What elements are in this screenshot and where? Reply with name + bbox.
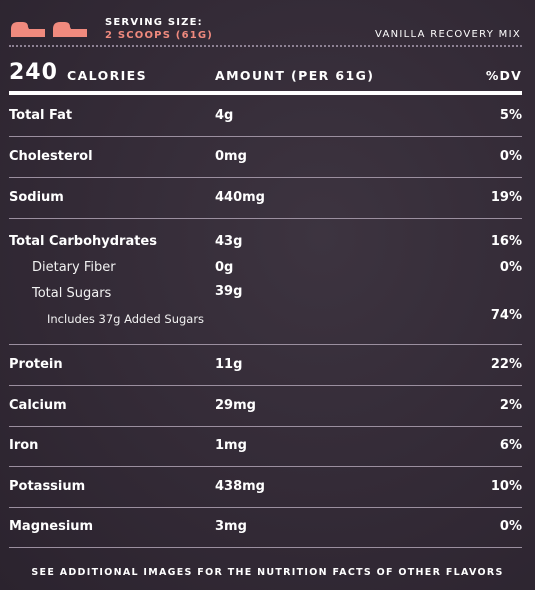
- nutrient-row-magnesium: Magnesium 3mg 0%: [9, 519, 522, 539]
- nutrient-amount: 11g: [215, 357, 243, 372]
- nutrient-row-added-sugars: Includes 37g Added Sugars 74%: [9, 308, 522, 332]
- row-divider: [9, 344, 522, 345]
- nutrient-name: Dietary Fiber: [32, 260, 116, 275]
- nutrient-row-sodium: Sodium 440mg 19%: [9, 190, 522, 210]
- nutrient-dv: 22%: [490, 357, 522, 372]
- row-divider: [9, 177, 522, 178]
- product-name: VANILLA RECOVERY MIX: [375, 29, 521, 40]
- row-divider: [9, 385, 522, 386]
- row-divider: [9, 426, 522, 427]
- scoop-icon: [10, 16, 46, 38]
- dv-header: %DV: [485, 68, 522, 83]
- nutrient-dv: 2%: [499, 398, 522, 413]
- scoop-icon: [52, 16, 88, 38]
- nutrient-name: Magnesium: [9, 519, 94, 534]
- nutrient-dv: 5%: [499, 108, 522, 123]
- nutrient-name: Total Fat: [9, 108, 73, 123]
- nutrient-amount: 29mg: [215, 398, 256, 413]
- nutrient-dv: 0%: [499, 149, 522, 164]
- nutrient-dv: 0%: [499, 260, 522, 275]
- nutrient-amount: 3mg: [215, 519, 247, 534]
- nutrient-dv: 19%: [490, 190, 522, 205]
- nutrient-dv: 0%: [499, 519, 522, 534]
- dotted-divider: [9, 45, 522, 47]
- row-divider: [9, 547, 522, 548]
- nutrient-name: Cholesterol: [9, 149, 93, 164]
- nutrient-name: Total Carbohydrates: [9, 234, 157, 249]
- nutrient-dv: 10%: [490, 479, 522, 494]
- nutrient-row-total-carbohydrates: Total Carbohydrates 43g 16%: [9, 234, 522, 254]
- nutrient-dv: 6%: [499, 438, 522, 453]
- serving-header: SERVING SIZE: 2 SCOOPS (61G) VANILLA REC…: [0, 0, 535, 48]
- nutrient-amount: 440mg: [215, 190, 265, 205]
- nutrient-amount: 39g: [215, 284, 243, 299]
- nutrient-amount: 4g: [215, 108, 234, 123]
- serving-size: SERVING SIZE: 2 SCOOPS (61G): [105, 16, 213, 42]
- row-divider: [9, 218, 522, 219]
- row-divider: [9, 507, 522, 508]
- calories-value: 240: [9, 60, 58, 85]
- thick-divider: [9, 91, 522, 95]
- calories-row: 240 CALORIES AMOUNT (PER 61G) %DV: [9, 58, 522, 92]
- nutrient-row-iron: Iron 1mg 6%: [9, 438, 522, 458]
- nutrient-name: Total Sugars: [32, 286, 112, 301]
- footer-note: SEE ADDITIONAL IMAGES FOR THE NUTRITION …: [31, 567, 504, 578]
- nutrient-name: Iron: [9, 438, 39, 453]
- serving-size-value: 2 SCOOPS (61G): [105, 30, 214, 41]
- amount-header: AMOUNT (PER 61G): [215, 68, 375, 83]
- nutrient-name: Protein: [9, 357, 63, 372]
- row-divider: [9, 136, 522, 137]
- row-divider: [9, 466, 522, 467]
- nutrient-amount: 438mg: [215, 479, 265, 494]
- nutrient-dv: 16%: [490, 234, 522, 249]
- nutrient-amount: 0g: [215, 260, 234, 275]
- nutrient-amount: 0mg: [215, 149, 247, 164]
- nutrient-name: Includes 37g Added Sugars: [47, 312, 205, 326]
- nutrient-row-cholesterol: Cholesterol 0mg 0%: [9, 149, 522, 169]
- nutrient-name: Calcium: [9, 398, 67, 413]
- nutrient-row-calcium: Calcium 29mg 2%: [9, 398, 522, 418]
- nutrient-row-dietary-fiber: Dietary Fiber 0g 0%: [9, 260, 522, 280]
- nutrient-amount: 43g: [215, 234, 243, 249]
- nutrient-dv: 74%: [490, 308, 522, 323]
- nutrient-name: Potassium: [9, 479, 86, 494]
- nutrient-row-total-fat: Total Fat 4g 5%: [9, 108, 522, 128]
- nutrient-amount: 1mg: [215, 438, 247, 453]
- nutrient-row-protein: Protein 11g 22%: [9, 357, 522, 377]
- serving-size-label: SERVING SIZE:: [105, 17, 203, 28]
- nutrient-row-potassium: Potassium 438mg 10%: [9, 479, 522, 499]
- calories-label: CALORIES: [67, 68, 148, 83]
- nutrient-row-total-sugars: Total Sugars 39g: [9, 284, 522, 306]
- nutrient-name: Sodium: [9, 190, 64, 205]
